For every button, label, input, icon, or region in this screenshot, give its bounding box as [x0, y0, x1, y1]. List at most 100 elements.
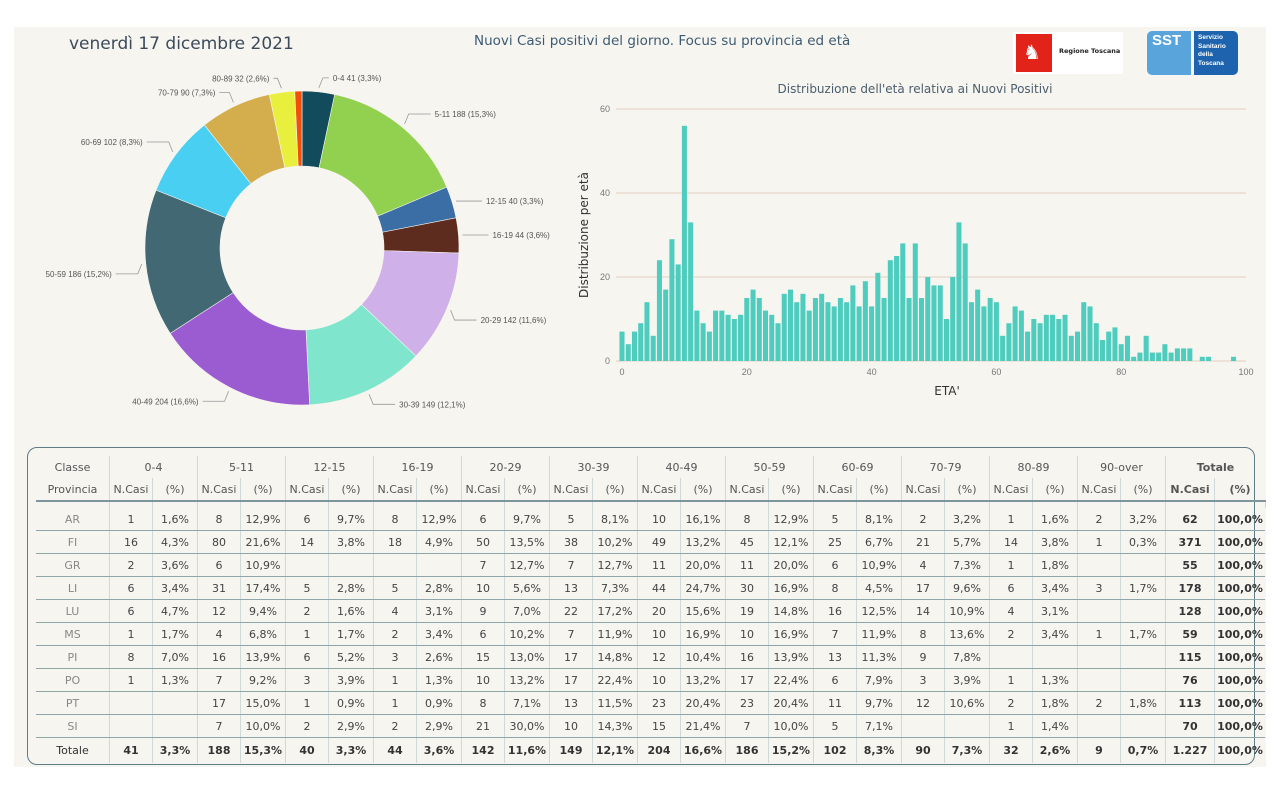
n-casi-cell: 20	[637, 599, 681, 623]
histogram-bar-age-43[interactable]	[887, 260, 893, 361]
histogram-bar-age-84[interactable]	[1143, 335, 1149, 361]
histogram-bar-age-25[interactable]	[775, 323, 781, 361]
histogram-bar-age-50[interactable]	[931, 285, 937, 361]
histogram-bar-age-9[interactable]	[675, 264, 681, 361]
histogram-bar-age-67[interactable]	[1037, 323, 1043, 361]
histogram-bar-age-79[interactable]	[1112, 327, 1118, 361]
histogram-bar-age-70[interactable]	[1056, 319, 1062, 361]
histogram-bar-age-83[interactable]	[1137, 352, 1143, 361]
histogram-bar-age-29[interactable]	[800, 293, 806, 361]
histogram-bar-age-74[interactable]	[1081, 302, 1087, 361]
histogram-bar-age-35[interactable]	[837, 298, 843, 361]
histogram-bar-age-14[interactable]	[706, 331, 712, 361]
histogram-bar-age-38[interactable]	[856, 306, 862, 361]
histogram-bar-age-72[interactable]	[1068, 335, 1074, 361]
histogram-bar-age-15[interactable]	[713, 310, 719, 361]
histogram-bar-age-41[interactable]	[875, 272, 881, 361]
histogram-bar-age-0[interactable]	[619, 331, 625, 361]
histogram-bar-age-60[interactable]	[993, 302, 999, 361]
histogram-bar-age-48[interactable]	[919, 298, 925, 361]
histogram-bar-age-73[interactable]	[1075, 331, 1081, 361]
histogram-bar-age-87[interactable]	[1162, 344, 1168, 361]
histogram-bar-age-2[interactable]	[631, 331, 637, 361]
histogram-bar-age-78[interactable]	[1106, 331, 1112, 361]
histogram-bar-age-47[interactable]	[912, 243, 918, 361]
histogram-bar-age-63[interactable]	[1012, 306, 1018, 361]
histogram-bar-age-21[interactable]	[750, 289, 756, 361]
histogram-bar-age-56[interactable]	[968, 302, 974, 361]
histogram-bar-age-45[interactable]	[900, 243, 906, 361]
histogram-bar-age-10[interactable]	[681, 125, 687, 361]
histogram-bar-age-77[interactable]	[1099, 340, 1105, 361]
histogram-bar-age-22[interactable]	[756, 298, 762, 361]
histogram-bar-age-68[interactable]	[1043, 314, 1049, 361]
spacer-cell	[1120, 501, 1166, 508]
histogram-bar-age-7[interactable]	[663, 289, 669, 361]
histogram-bar-age-49[interactable]	[925, 277, 931, 361]
histogram-bar-age-53[interactable]	[950, 277, 956, 361]
n-casi-cell: 31	[197, 576, 241, 600]
histogram-bar-age-42[interactable]	[881, 298, 887, 361]
histogram-bar-age-27[interactable]	[787, 289, 793, 361]
histogram-bar-age-18[interactable]	[731, 319, 737, 361]
histogram-bar-age-36[interactable]	[844, 302, 850, 361]
histogram-bar-age-34[interactable]	[831, 306, 837, 361]
histogram-bar-age-3[interactable]	[638, 323, 644, 361]
histogram-bar-age-13[interactable]	[700, 323, 706, 361]
histogram-bar-age-20[interactable]	[744, 298, 750, 361]
histogram-bar-age-85[interactable]	[1149, 352, 1155, 361]
histogram-bar-age-57[interactable]	[975, 289, 981, 361]
histogram-bar-age-24[interactable]	[769, 314, 775, 361]
histogram-bar-age-90[interactable]	[1181, 348, 1187, 361]
histogram-bar-age-75[interactable]	[1087, 306, 1093, 361]
donut-slice-90-over[interactable]	[294, 90, 303, 167]
histogram-bar-age-40[interactable]	[869, 306, 875, 361]
histogram-bar-age-80[interactable]	[1118, 344, 1124, 361]
histogram-bar-age-94[interactable]	[1206, 356, 1212, 361]
histogram-bar-age-8[interactable]	[669, 239, 675, 361]
histogram-bar-age-58[interactable]	[981, 306, 987, 361]
histogram-bar-age-44[interactable]	[894, 256, 900, 361]
histogram-bar-age-61[interactable]	[1000, 335, 1006, 361]
histogram-bar-age-30[interactable]	[806, 310, 812, 361]
histogram-bar-age-86[interactable]	[1156, 352, 1162, 361]
histogram-bar-age-89[interactable]	[1174, 348, 1180, 361]
histogram-bar-age-76[interactable]	[1093, 323, 1099, 361]
age-group-header: 50-59	[725, 456, 814, 478]
histogram-bar-age-39[interactable]	[862, 281, 868, 361]
histogram-bar-age-6[interactable]	[656, 260, 662, 361]
histogram-bar-age-1[interactable]	[625, 344, 631, 361]
histogram-bar-age-54[interactable]	[956, 222, 962, 361]
histogram-bar-age-33[interactable]	[825, 302, 831, 361]
histogram-bar-age-32[interactable]	[819, 293, 825, 361]
histogram-bar-age-82[interactable]	[1131, 356, 1137, 361]
histogram-bar-age-4[interactable]	[644, 302, 650, 361]
histogram-bar-age-16[interactable]	[719, 310, 725, 361]
histogram-bar-age-81[interactable]	[1124, 335, 1130, 361]
histogram-bar-age-64[interactable]	[1018, 310, 1024, 361]
histogram-bar-age-62[interactable]	[1006, 323, 1012, 361]
histogram-bar-age-59[interactable]	[987, 298, 993, 361]
histogram-bar-age-93[interactable]	[1199, 356, 1205, 361]
histogram-bar-age-69[interactable]	[1050, 314, 1056, 361]
histogram-bar-age-98[interactable]	[1231, 356, 1237, 361]
histogram-bar-age-51[interactable]	[937, 285, 943, 361]
histogram-bar-age-26[interactable]	[781, 293, 787, 361]
histogram-bar-age-55[interactable]	[962, 243, 968, 361]
histogram-bar-age-91[interactable]	[1187, 348, 1193, 361]
histogram-bar-age-31[interactable]	[812, 298, 818, 361]
histogram-bar-age-71[interactable]	[1062, 314, 1068, 361]
histogram-bar-age-17[interactable]	[725, 314, 731, 361]
histogram-bar-age-11[interactable]	[688, 222, 694, 361]
histogram-bar-age-12[interactable]	[694, 310, 700, 361]
histogram-bar-age-66[interactable]	[1031, 319, 1037, 361]
histogram-bar-age-23[interactable]	[763, 310, 769, 361]
histogram-bar-age-52[interactable]	[943, 319, 949, 361]
histogram-bar-age-65[interactable]	[1025, 331, 1031, 361]
histogram-bar-age-88[interactable]	[1168, 352, 1174, 361]
histogram-bar-age-28[interactable]	[794, 302, 800, 361]
histogram-bar-age-46[interactable]	[906, 298, 912, 361]
histogram-bar-age-5[interactable]	[650, 335, 656, 361]
histogram-bar-age-19[interactable]	[738, 314, 744, 361]
histogram-bar-age-37[interactable]	[850, 285, 856, 361]
